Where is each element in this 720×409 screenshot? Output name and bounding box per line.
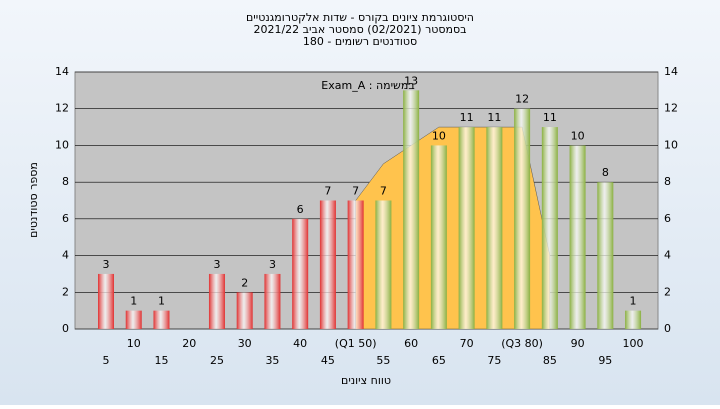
y-tick-label: 4 [62, 249, 69, 262]
x-tick-label: 65 [432, 354, 446, 367]
bar [458, 127, 475, 329]
x-tick-label: (Q3 80) [501, 337, 543, 350]
y2-tick-label: 0 [664, 322, 671, 335]
bar [264, 273, 281, 329]
annotation: Exam_A : במשימה [321, 79, 414, 92]
bar [486, 127, 503, 329]
y-tick-label: 12 [55, 102, 69, 115]
x-tick-label: 95 [598, 354, 612, 367]
y2-tick-label: 12 [664, 102, 678, 115]
y2-tick-label: 6 [664, 212, 671, 225]
data-label: 7 [380, 185, 387, 198]
bar [541, 127, 558, 329]
bar [625, 310, 642, 329]
data-label: 12 [515, 93, 529, 106]
x-tick-label: 100 [623, 337, 644, 350]
y-tick-label: 14 [55, 65, 69, 78]
bar [403, 90, 420, 329]
x-tick-label: 55 [376, 354, 390, 367]
x-tick-label: 85 [543, 354, 557, 367]
bar [569, 145, 586, 329]
y-tick-label: 10 [55, 138, 69, 151]
x-tick-label: 5 [103, 354, 110, 367]
y-tick-label: 6 [62, 212, 69, 225]
x-tick-label: 10 [127, 337, 141, 350]
y-tick-label: 8 [62, 175, 69, 188]
x-tick-label: 20 [182, 337, 196, 350]
bar [125, 310, 142, 329]
y-axis-label: מספר סטודנטים [27, 162, 40, 238]
y2-tick-label: 2 [664, 285, 671, 298]
x-tick-label: 40 [293, 337, 307, 350]
data-label: 11 [460, 111, 474, 124]
bar [319, 200, 336, 329]
x-tick-label: 25 [210, 354, 224, 367]
data-label: 13 [404, 74, 418, 87]
x-tick-label: (Q1 50) [335, 337, 377, 350]
bar [98, 273, 114, 329]
bar [208, 273, 225, 329]
bar [236, 292, 253, 329]
y2-tick-label: 10 [664, 138, 678, 151]
y-tick-label: 2 [62, 285, 69, 298]
x-axis-label: טווח ציונים [341, 374, 391, 387]
data-label: 1 [630, 295, 637, 308]
data-label: 3 [213, 258, 220, 271]
x-tick-label: 30 [238, 337, 252, 350]
bar [597, 182, 614, 329]
x-tick-label: 60 [404, 337, 418, 350]
x-tick-label: 90 [571, 337, 585, 350]
data-label: 1 [130, 295, 137, 308]
x-tick-label: 45 [321, 354, 335, 367]
data-label: 3 [103, 258, 110, 271]
data-label: 7 [352, 185, 359, 198]
bar [347, 200, 364, 329]
y2-tick-label: 14 [664, 65, 678, 78]
y2-tick-label: 4 [664, 249, 671, 262]
chart-subtitle: בסמסטר (02/2021) סמסטר אביב 2021/22 [253, 23, 466, 36]
bar [292, 218, 309, 329]
data-label: 11 [487, 111, 501, 124]
y-tick-label: 0 [62, 322, 69, 335]
chart-title: היסטוגרמת ציונים בקורס - שדות אלקטרומגנט… [246, 11, 474, 24]
x-tick-label: 70 [460, 337, 474, 350]
bar [430, 145, 447, 329]
x-tick-label: 35 [265, 354, 279, 367]
x-tick-label: 15 [154, 354, 168, 367]
bar [153, 310, 170, 329]
x-tick-label: 75 [487, 354, 501, 367]
bar [375, 200, 392, 329]
data-label: 2 [241, 276, 248, 289]
data-label: 10 [571, 129, 585, 142]
data-label: 11 [543, 111, 557, 124]
data-label: 8 [602, 166, 609, 179]
y2-tick-label: 8 [664, 175, 671, 188]
data-label: 3 [269, 258, 276, 271]
chart-subtitle: סטודנטים רשומים - 180 [303, 35, 417, 48]
data-label: 1 [158, 295, 165, 308]
data-label: 10 [432, 129, 446, 142]
bar [514, 108, 531, 329]
data-label: 6 [297, 203, 304, 216]
data-label: 7 [324, 185, 331, 198]
